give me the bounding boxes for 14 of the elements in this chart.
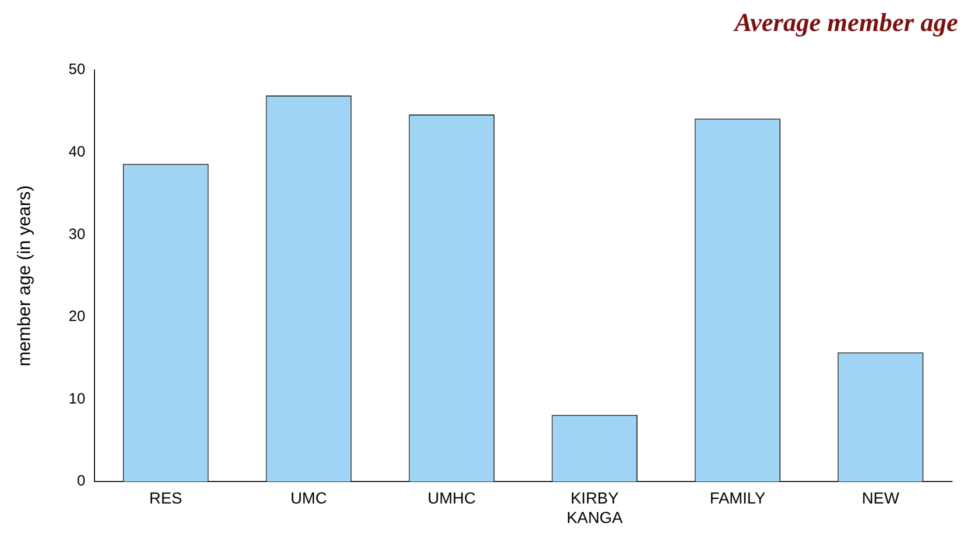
y-axis-title: member age (in years) (14, 185, 34, 366)
y-tick-label: 20 (68, 308, 86, 326)
x-tick-label: UMHC (428, 490, 476, 508)
x-tick-label: RES (149, 490, 182, 508)
y-tick-label: 40 (68, 143, 86, 160)
x-tick-label: UMC (290, 490, 327, 508)
x-tick-label: KIRBY KANGA (566, 490, 623, 527)
y-tick-label: 0 (76, 472, 86, 490)
y-tick-label: 30 (68, 226, 86, 243)
y-tick-label: 10 (68, 390, 86, 408)
y-tick-label: 50 (68, 61, 86, 78)
chart-title: Average member age (734, 8, 958, 38)
x-tick-label: NEW (862, 490, 900, 508)
x-tick-label: FAMILY (710, 490, 766, 508)
